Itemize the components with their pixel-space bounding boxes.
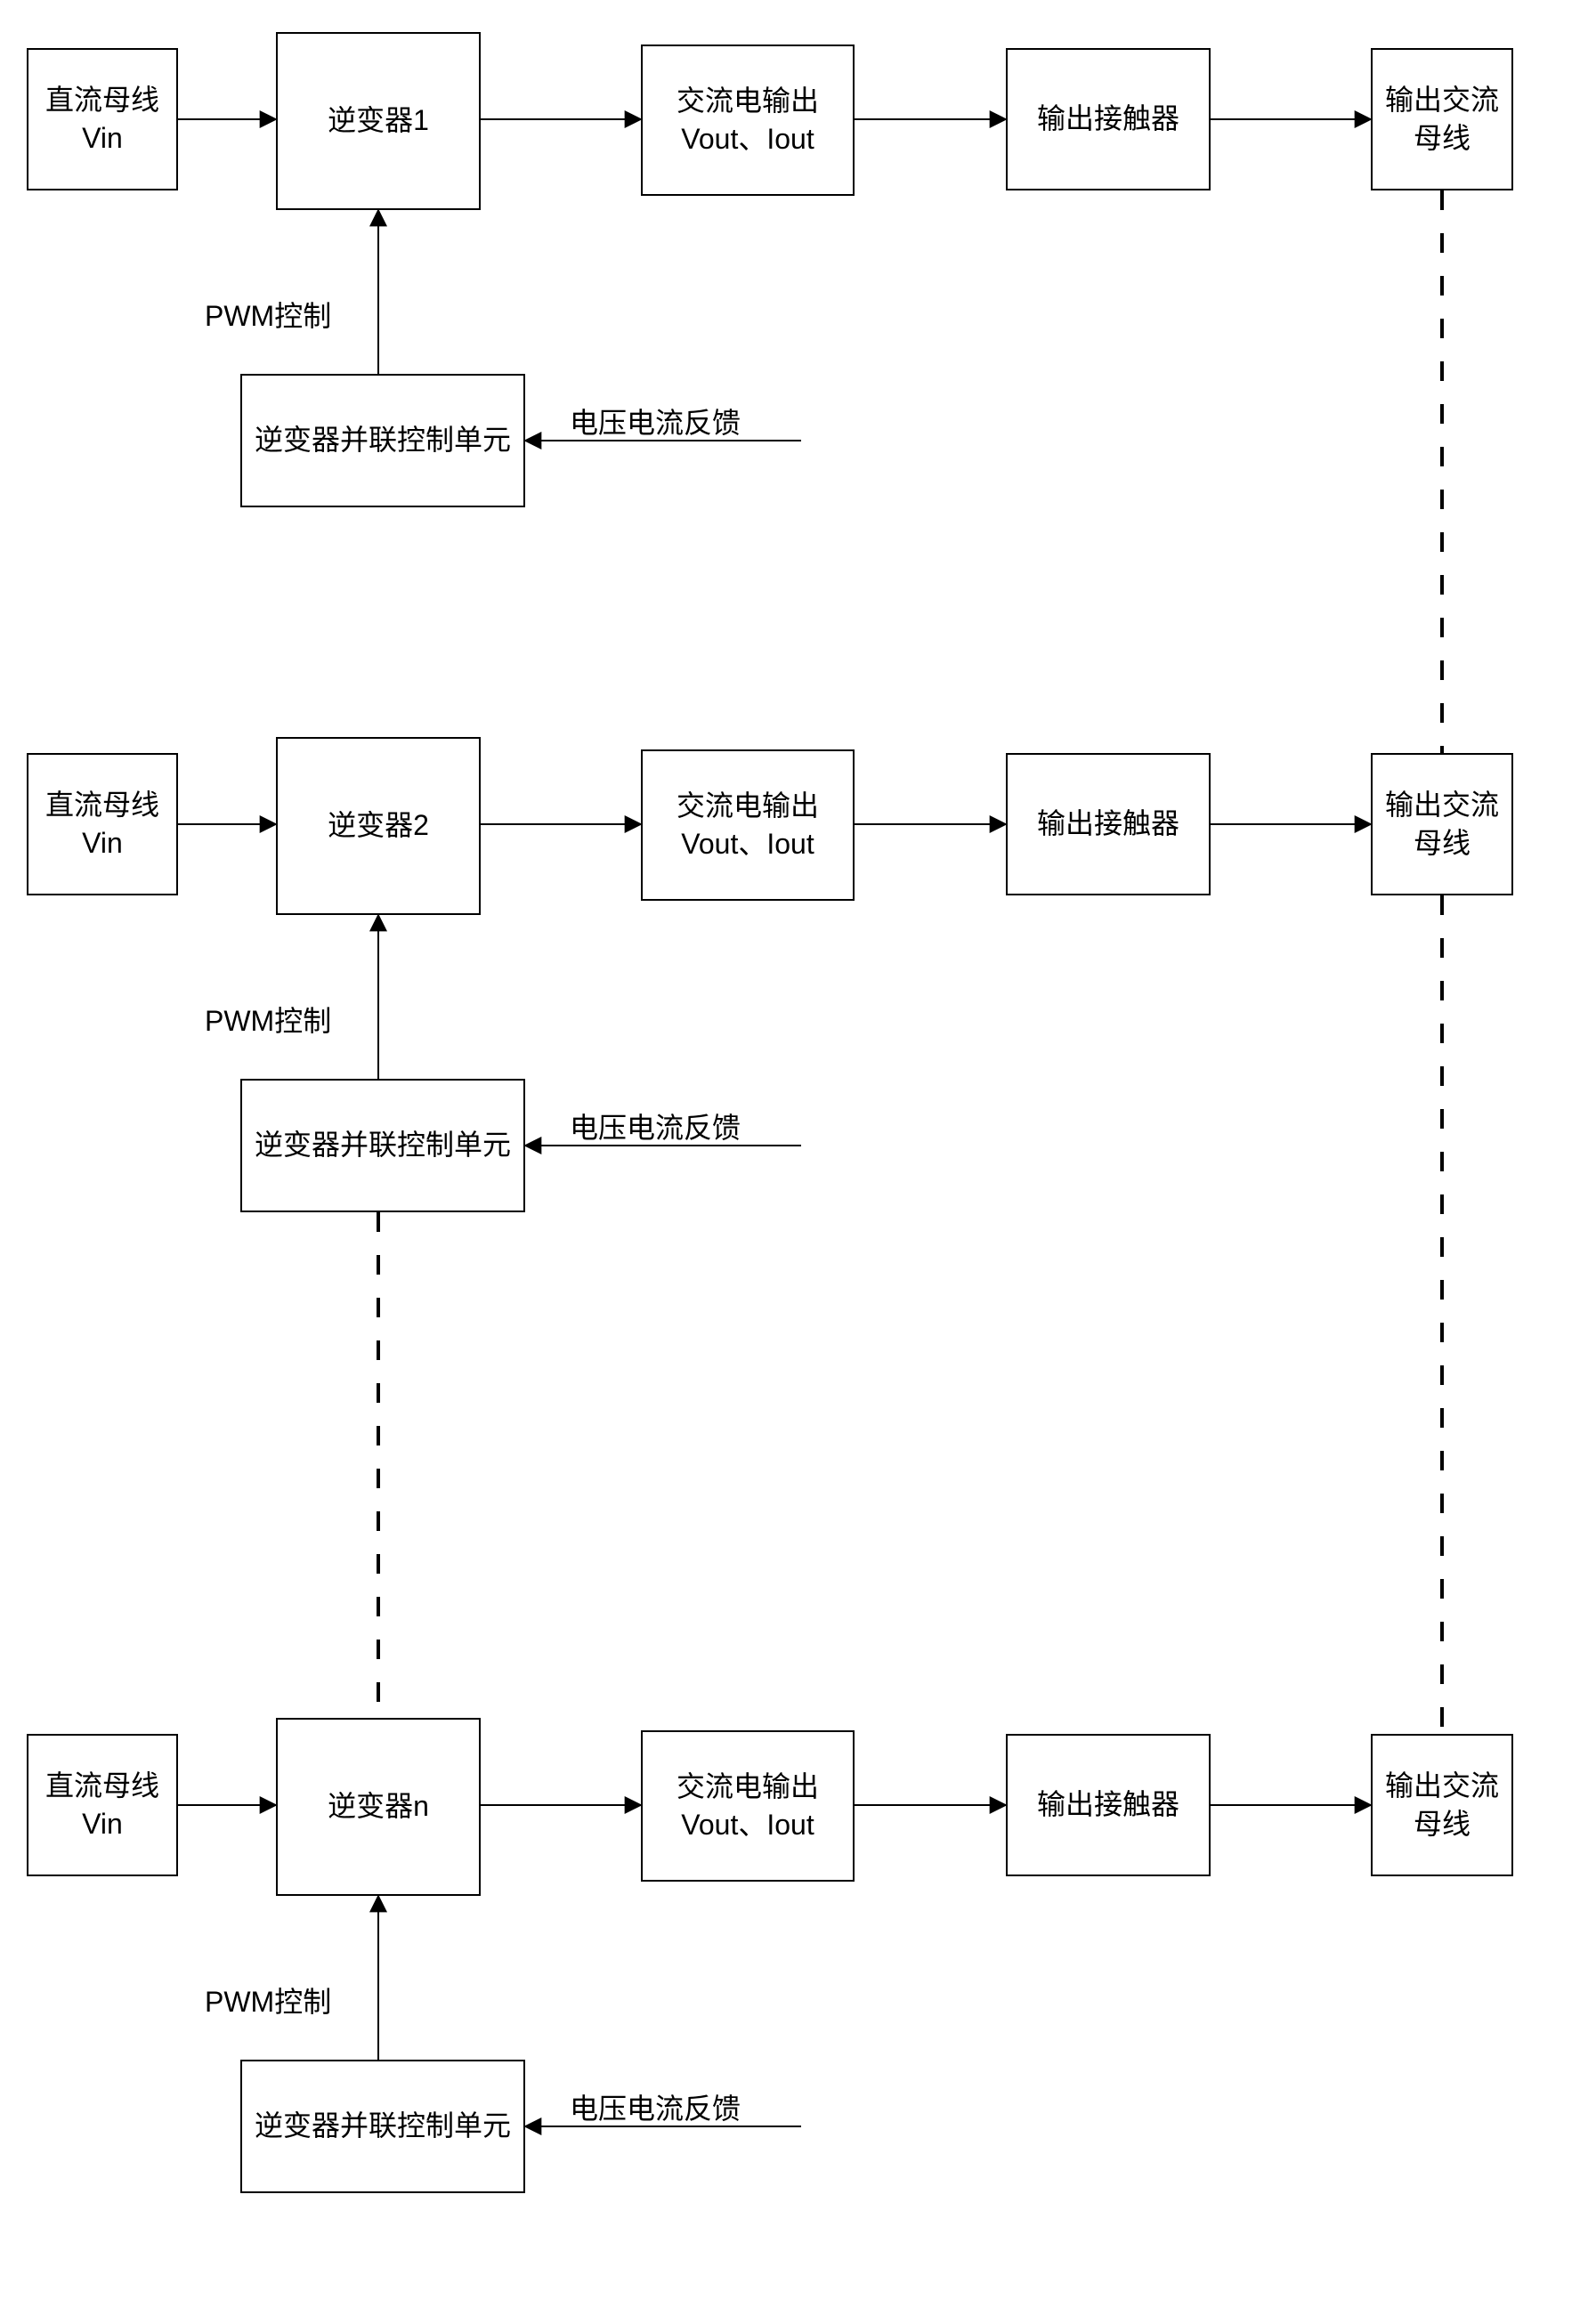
node-out-bus-n: 输出交流母线 [1371, 1734, 1513, 1876]
node-label: 逆变器并联控制单元 [255, 421, 511, 459]
node-ac-out-2: 交流电输出Vout、Iout [641, 749, 855, 901]
node-inverter-n: 逆变器n [276, 1718, 481, 1896]
node-control-1: 逆变器并联控制单元 [240, 374, 525, 507]
node-out-bus-1: 输出交流母线 [1371, 48, 1513, 190]
node-out-bus-2: 输出交流母线 [1371, 753, 1513, 895]
node-label: 输出接触器 [1037, 805, 1179, 843]
label-pwm-1: PWM控制 [205, 294, 331, 335]
node-label: 交流电输出Vout、Iout [650, 1768, 846, 1844]
node-label: 交流电输出Vout、Iout [650, 82, 846, 158]
node-label: 输出交流母线 [1380, 786, 1504, 862]
node-inverter-1: 逆变器1 [276, 32, 481, 210]
node-control-n: 逆变器并联控制单元 [240, 2060, 525, 2193]
node-label: 交流电输出Vout、Iout [650, 787, 846, 863]
node-label: 直流母线Vin [36, 1767, 169, 1843]
node-label: 逆变器并联控制单元 [255, 1126, 511, 1164]
node-label: 逆变器n [328, 1787, 429, 1826]
node-control-2: 逆变器并联控制单元 [240, 1079, 525, 1212]
node-contactor-2: 输出接触器 [1006, 753, 1211, 895]
diagram-canvas: 直流母线Vin 逆变器1 交流电输出Vout、Iout 输出接触器 输出交流母线… [0, 0, 1588, 2324]
node-dc-bus-n: 直流母线Vin [27, 1734, 178, 1876]
node-dc-bus-2: 直流母线Vin [27, 753, 178, 895]
node-label: 输出交流母线 [1380, 81, 1504, 158]
node-contactor-1: 输出接触器 [1006, 48, 1211, 190]
node-contactor-n: 输出接触器 [1006, 1734, 1211, 1876]
label-feedback-2: 电压电流反馈 [570, 1105, 741, 1146]
node-label: 输出接触器 [1037, 1786, 1179, 1824]
connectors-svg [0, 0, 1588, 2324]
node-dc-bus-1: 直流母线Vin [27, 48, 178, 190]
node-label: 逆变器1 [328, 101, 429, 140]
node-label: 逆变器2 [328, 806, 429, 845]
label-pwm-2: PWM控制 [205, 999, 331, 1040]
node-ac-out-1: 交流电输出Vout、Iout [641, 45, 855, 196]
node-ac-out-n: 交流电输出Vout、Iout [641, 1730, 855, 1882]
node-inverter-2: 逆变器2 [276, 737, 481, 915]
label-feedback-1: 电压电流反馈 [570, 401, 741, 441]
node-label: 输出交流母线 [1380, 1767, 1504, 1843]
node-label: 直流母线Vin [36, 786, 169, 862]
node-label: 直流母线Vin [36, 81, 169, 158]
label-feedback-n: 电压电流反馈 [570, 2086, 741, 2127]
label-pwm-n: PWM控制 [205, 1980, 331, 2020]
node-label: 输出接触器 [1037, 100, 1179, 138]
node-label: 逆变器并联控制单元 [255, 2107, 511, 2145]
